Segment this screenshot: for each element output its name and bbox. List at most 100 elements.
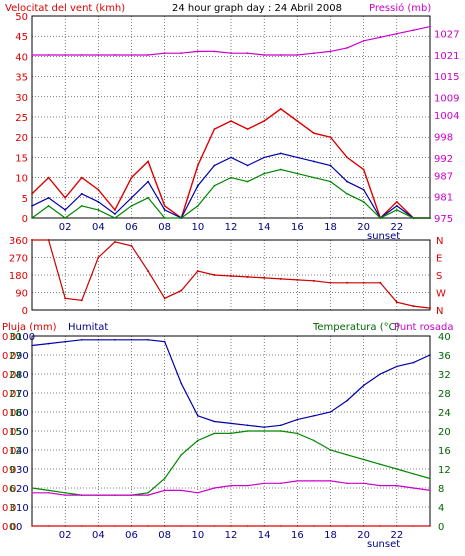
panel3-x-tick: 18 [324, 530, 337, 541]
panel1-point-1 [296, 156, 299, 159]
chart-title: 24 hour graph day : 24 Abril 2008 [172, 3, 342, 14]
panel1-point-2 [313, 176, 315, 179]
panel1-point-3 [163, 52, 166, 55]
panel2-right-label: N [436, 306, 443, 317]
panel3-point-2 [346, 453, 348, 456]
panel1-x-tick: 14 [258, 222, 271, 233]
panel1-x-tick: 16 [291, 222, 304, 233]
panel1-point-3 [130, 54, 133, 56]
panel3-point-0 [230, 525, 232, 527]
panel3-point-1 [230, 422, 232, 425]
panel3-point-2 [313, 439, 315, 442]
panel3-point-3 [296, 480, 299, 482]
panel1-left-tick: 30 [15, 93, 28, 104]
panel1-point-1 [346, 180, 348, 183]
panel2-direction-point [113, 240, 116, 243]
panel1-point-0 [147, 160, 149, 163]
panel3-point-0 [130, 525, 133, 527]
panel2-direction-point [263, 276, 266, 279]
panel3-point-0 [429, 525, 431, 527]
panel3-point-1 [429, 354, 431, 356]
panel3-point-1 [346, 399, 348, 402]
panel3-right-tick: 28 [438, 389, 451, 400]
panel3-point-3 [47, 491, 50, 494]
panel1-point-3 [279, 54, 282, 56]
panel1-point-1 [31, 204, 33, 207]
panel1-right-tick: 1004 [434, 111, 459, 122]
panel3-rain-tick2: 0 [10, 446, 16, 457]
panel2-right-label: E [436, 254, 442, 265]
panel1-left-tick: 40 [15, 52, 28, 63]
panel3-rain-tick: 0 [2, 522, 8, 533]
panel3-rain-tick: 0 [2, 465, 8, 476]
panel3-point-2 [163, 477, 166, 480]
panel3-point-0 [346, 525, 348, 527]
panel1-point-3 [213, 50, 216, 53]
panel1-x-tick: 06 [125, 222, 138, 233]
panel3-point-1 [379, 373, 382, 375]
panel3-x-tick: 10 [191, 530, 204, 541]
panel1-point-2 [97, 209, 100, 211]
panel1-point-2 [246, 180, 249, 183]
panel3-point-1 [163, 340, 166, 343]
panel1-point-2 [230, 176, 232, 179]
panel2-direction-point [429, 307, 431, 310]
panel3-point-1 [263, 426, 265, 429]
panel1-point-1 [163, 209, 166, 211]
panel3-rain-tick: 0 [2, 484, 8, 495]
panel2-direction-point [279, 277, 282, 280]
panel3-point-0 [197, 525, 199, 527]
panel2-left-ticks: 0 90 180 270 360 [9, 236, 28, 317]
panel2-direction-point [412, 305, 415, 308]
panel3-point-0 [163, 525, 166, 527]
panel3-temp-tick: 27 [9, 351, 22, 362]
panel3-point-2 [329, 449, 332, 451]
panel3-point-0 [329, 525, 332, 527]
panel1-right-ticks: 975 981 987 992 998 1004 1009 1015 1021 1027 [434, 30, 459, 225]
panel3-right-tick: 32 [438, 370, 451, 381]
panel3-point-3 [130, 494, 133, 496]
panel3-point-1 [114, 339, 116, 341]
panel2-direction-point [329, 281, 332, 284]
panel3-point-3 [246, 484, 249, 487]
panel3-temp-tick: 3 [9, 503, 15, 514]
panel1-point-1 [213, 164, 216, 167]
panel3-x-tick: 20 [357, 530, 370, 541]
panel3-point-3 [313, 480, 315, 482]
panel1-point-3 [97, 54, 100, 56]
panel1-point-2 [130, 204, 133, 207]
panel1-point-0 [196, 164, 199, 167]
panel3-right-tick: 20 [438, 427, 451, 438]
panel1-point-3 [412, 29, 415, 32]
panel3-point-2 [412, 472, 415, 475]
panel1-point-1 [97, 200, 100, 203]
panel1-x-ticks: 02 04 06 08 10 12 14 16 18 20 22 [59, 222, 403, 233]
panel1-point-0 [329, 136, 332, 139]
panel3-point-2 [230, 432, 232, 435]
panel1-right-tick: 992 [434, 154, 453, 165]
panel3-point-3 [279, 482, 282, 485]
panel3-point-1 [329, 411, 332, 413]
panel3-point-3 [180, 489, 183, 492]
panel1-point-3 [180, 52, 183, 55]
panel1-series [31, 25, 431, 220]
panel3-point-1 [296, 418, 299, 421]
panel3-point-2 [362, 458, 365, 461]
panel3-point-1 [80, 339, 83, 341]
panel1-point-0 [230, 120, 232, 122]
panel3-x-tick: 16 [291, 530, 304, 541]
panel3-x-tick: 08 [158, 530, 171, 541]
panel3-x-tick: 04 [92, 530, 105, 541]
panel3-right-tick: 12 [438, 465, 451, 476]
panel2-direction-point [395, 301, 398, 304]
panel1-point-3 [362, 39, 365, 42]
panel1-point-3 [313, 52, 315, 55]
panel3-humidity-tick: 40 [16, 446, 29, 457]
panel3-humidity-tick: 70 [16, 389, 29, 400]
panel3-point-1 [197, 415, 199, 417]
panel3-point-3 [163, 489, 166, 492]
panel1-right-tick: 1009 [434, 94, 459, 105]
panel2-left-tick: 0 [22, 306, 28, 317]
panel1-right-tick: 987 [434, 171, 453, 182]
